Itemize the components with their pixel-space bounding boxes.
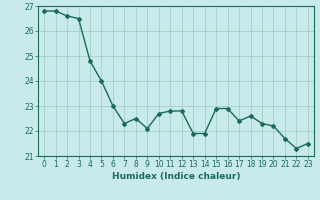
X-axis label: Humidex (Indice chaleur): Humidex (Indice chaleur) (112, 172, 240, 181)
